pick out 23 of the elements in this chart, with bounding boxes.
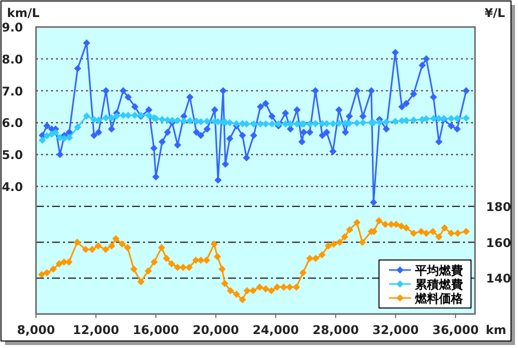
x-tick-label: 20,000 <box>192 323 239 337</box>
x-tick-label: 24,000 <box>252 323 299 337</box>
y-tick-label: 9.0 <box>2 20 23 34</box>
x-tick-label: 32,000 <box>372 323 419 337</box>
y-tick-label: 4.0 <box>2 180 23 194</box>
y-tick-label: 7.0 <box>2 84 23 98</box>
legend-label: 燃料価格 <box>414 292 464 306</box>
y2-tick-label: 180 <box>486 200 512 214</box>
y-axis-title: km/L <box>7 6 40 20</box>
x-tick-label: 28,000 <box>312 323 359 337</box>
x-tick-label: 8,000 <box>17 323 55 337</box>
y2-axis-title: ¥/L <box>484 6 506 20</box>
y-tick-label: 5.0 <box>2 148 23 162</box>
y-tick-label: 6.0 <box>2 116 23 130</box>
x-axis-title: km <box>486 323 506 337</box>
legend-label: 累積燃費 <box>414 278 463 292</box>
legend-label: 平均燃費 <box>414 264 463 278</box>
x-tick-label: 36,000 <box>432 323 479 337</box>
x-tick-label: 12,000 <box>72 323 120 337</box>
x-tick-label: 16,000 <box>132 323 180 337</box>
y2-tick-label: 140 <box>486 272 512 286</box>
y-tick-label: 8.0 <box>2 52 23 66</box>
y2-tick-label: 160 <box>486 236 512 250</box>
